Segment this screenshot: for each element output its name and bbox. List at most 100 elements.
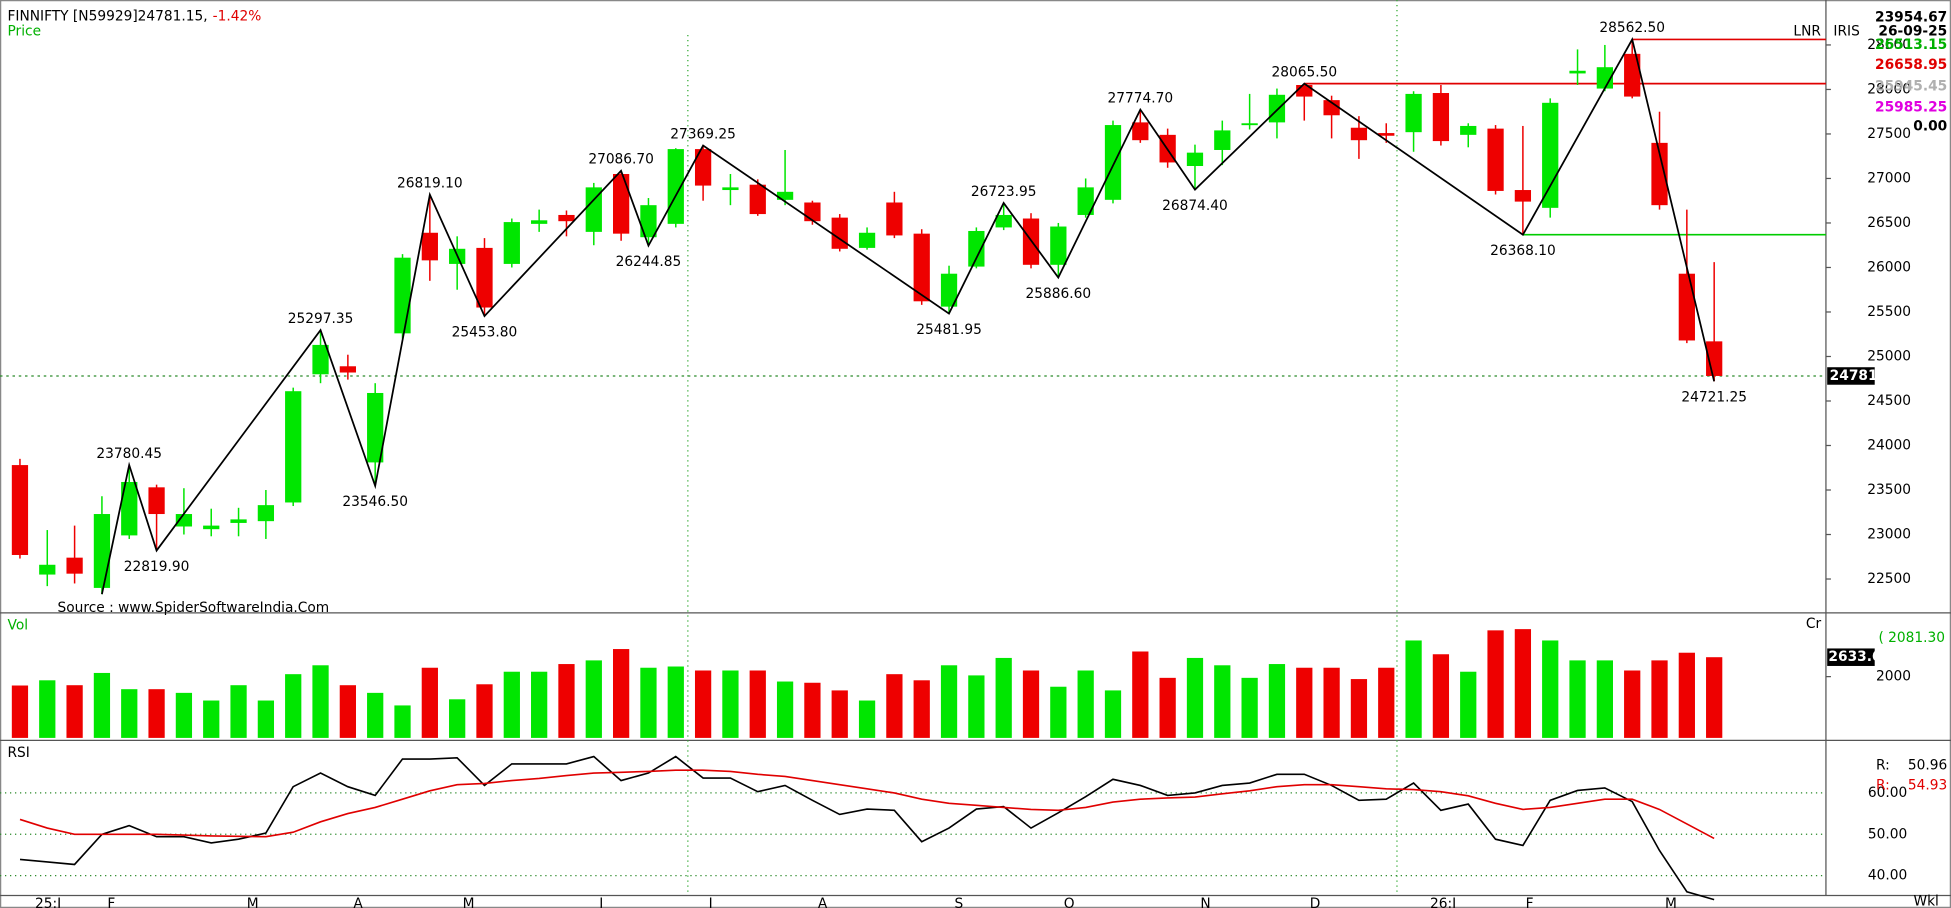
legend-reading: 54.93 — [1908, 777, 1947, 793]
candle-body — [11, 465, 29, 555]
candle-body — [1378, 133, 1395, 136]
x-tick-label: 25:J — [35, 896, 61, 908]
x-tick-label: M — [1665, 896, 1677, 908]
volume-bar — [230, 685, 247, 738]
volume-bar — [476, 684, 493, 738]
candle-body — [531, 220, 548, 224]
volume-bar — [1050, 686, 1067, 738]
candle-body — [257, 505, 275, 522]
candle-body — [121, 481, 138, 536]
x-tick-label: A — [818, 896, 828, 908]
volume-bar — [722, 670, 739, 738]
pivot-label: 25297.35 — [288, 311, 354, 327]
x-tick-label: N — [1200, 896, 1210, 908]
pivot-label: 23546.50 — [342, 494, 408, 510]
candle-body — [339, 366, 356, 373]
candle-body — [831, 217, 848, 249]
y-tick-label: 24500 — [1867, 393, 1911, 409]
volume-bar — [1596, 660, 1613, 738]
candle-body — [1323, 100, 1340, 116]
volume-bar — [1706, 657, 1723, 738]
x-tick-label: M — [247, 896, 259, 908]
candle-body — [1678, 273, 1695, 341]
pivot-label: 27774.70 — [1108, 90, 1174, 106]
info-label: 25985.25 — [1875, 100, 1947, 116]
info-label: 26-09-25 — [1878, 23, 1947, 39]
volume-bar — [449, 699, 466, 738]
volume-bar — [312, 665, 329, 738]
volume-bar — [257, 700, 275, 738]
candle-body — [722, 187, 739, 191]
candle-body — [1542, 102, 1559, 208]
pivot-label: 26244.85 — [616, 254, 682, 270]
volume-bar — [93, 672, 111, 738]
candle-body — [93, 514, 111, 588]
volume-bar — [1514, 629, 1532, 738]
candle-body — [776, 191, 794, 200]
zigzag — [101, 37, 1715, 595]
x-tick-label: J — [598, 896, 603, 908]
info-label: 25945.45 — [1875, 78, 1947, 94]
x-tick-label: 26:J — [1430, 896, 1456, 908]
panel-title: Vol — [8, 617, 29, 633]
candle-body — [804, 202, 821, 222]
panel-title: RSI — [8, 745, 30, 761]
last-price-label: 24781 — [1830, 368, 1878, 384]
pivot-label: 25453.80 — [452, 324, 518, 340]
candle-body — [1268, 94, 1286, 123]
volume-bar — [858, 700, 876, 738]
candle-body — [1296, 85, 1313, 97]
volume-bar — [1323, 667, 1340, 738]
last-volume-box — [1827, 648, 1875, 666]
y-tick-label: 28500 — [1867, 37, 1911, 53]
pivot-label: 22819.90 — [124, 559, 190, 575]
volume-bar — [121, 689, 138, 738]
volume-bar — [1132, 651, 1149, 738]
volume-bar — [1350, 679, 1368, 738]
x-tick-label: F — [1526, 896, 1534, 908]
volume-bar — [995, 657, 1012, 738]
volume-bar — [612, 649, 630, 738]
candle-body — [968, 230, 985, 267]
candle-body — [940, 273, 958, 307]
pivot-label: 25481.95 — [916, 322, 982, 338]
volume-bar — [285, 674, 302, 738]
y-tick-label: 40.00 — [1868, 868, 1907, 884]
volume-bar — [1432, 654, 1450, 738]
volume-bar — [1487, 630, 1504, 738]
y-tick-label: 60.00 — [1868, 785, 1907, 801]
candle-body — [913, 233, 930, 302]
volume-bar — [940, 665, 958, 738]
change: -1.42% — [213, 8, 262, 24]
corner-label: LNR — [1793, 23, 1821, 39]
y-tick-label: 23000 — [1867, 527, 1911, 543]
candle-body — [1460, 125, 1477, 135]
rsi-line — [19, 755, 1715, 901]
reading: ( 2081.30 — [1878, 630, 1945, 646]
volume-bar — [1077, 670, 1094, 738]
x-tick-label: J — [708, 896, 713, 908]
candle-body — [1186, 152, 1204, 167]
candle-body — [203, 525, 220, 530]
pivot-label: 27369.25 — [670, 126, 736, 142]
y-tick-label: 24000 — [1867, 437, 1911, 453]
y-tick-label: 22500 — [1867, 571, 1911, 587]
source: Source : www.SpiderSoftwareIndia.Com — [58, 600, 330, 616]
volume-bar — [749, 670, 766, 738]
y-tick-label: 26500 — [1867, 215, 1911, 231]
volume-bar — [1569, 660, 1586, 738]
volume-bar — [1159, 677, 1176, 738]
candle-body — [285, 391, 302, 503]
y-tick-label: 27500 — [1867, 126, 1911, 142]
y-tick-label: 25000 — [1867, 348, 1911, 364]
volume-bar — [1214, 665, 1231, 738]
pivot-label: 24721.25 — [1681, 390, 1747, 406]
pivot-label: 26874.40 — [1162, 198, 1228, 214]
candle-body — [585, 187, 602, 232]
candle-body — [1514, 190, 1532, 202]
legend-name: R: — [1876, 757, 1890, 773]
candle-body — [558, 214, 575, 222]
volume-bar — [968, 675, 985, 738]
volume-bar — [339, 685, 356, 738]
